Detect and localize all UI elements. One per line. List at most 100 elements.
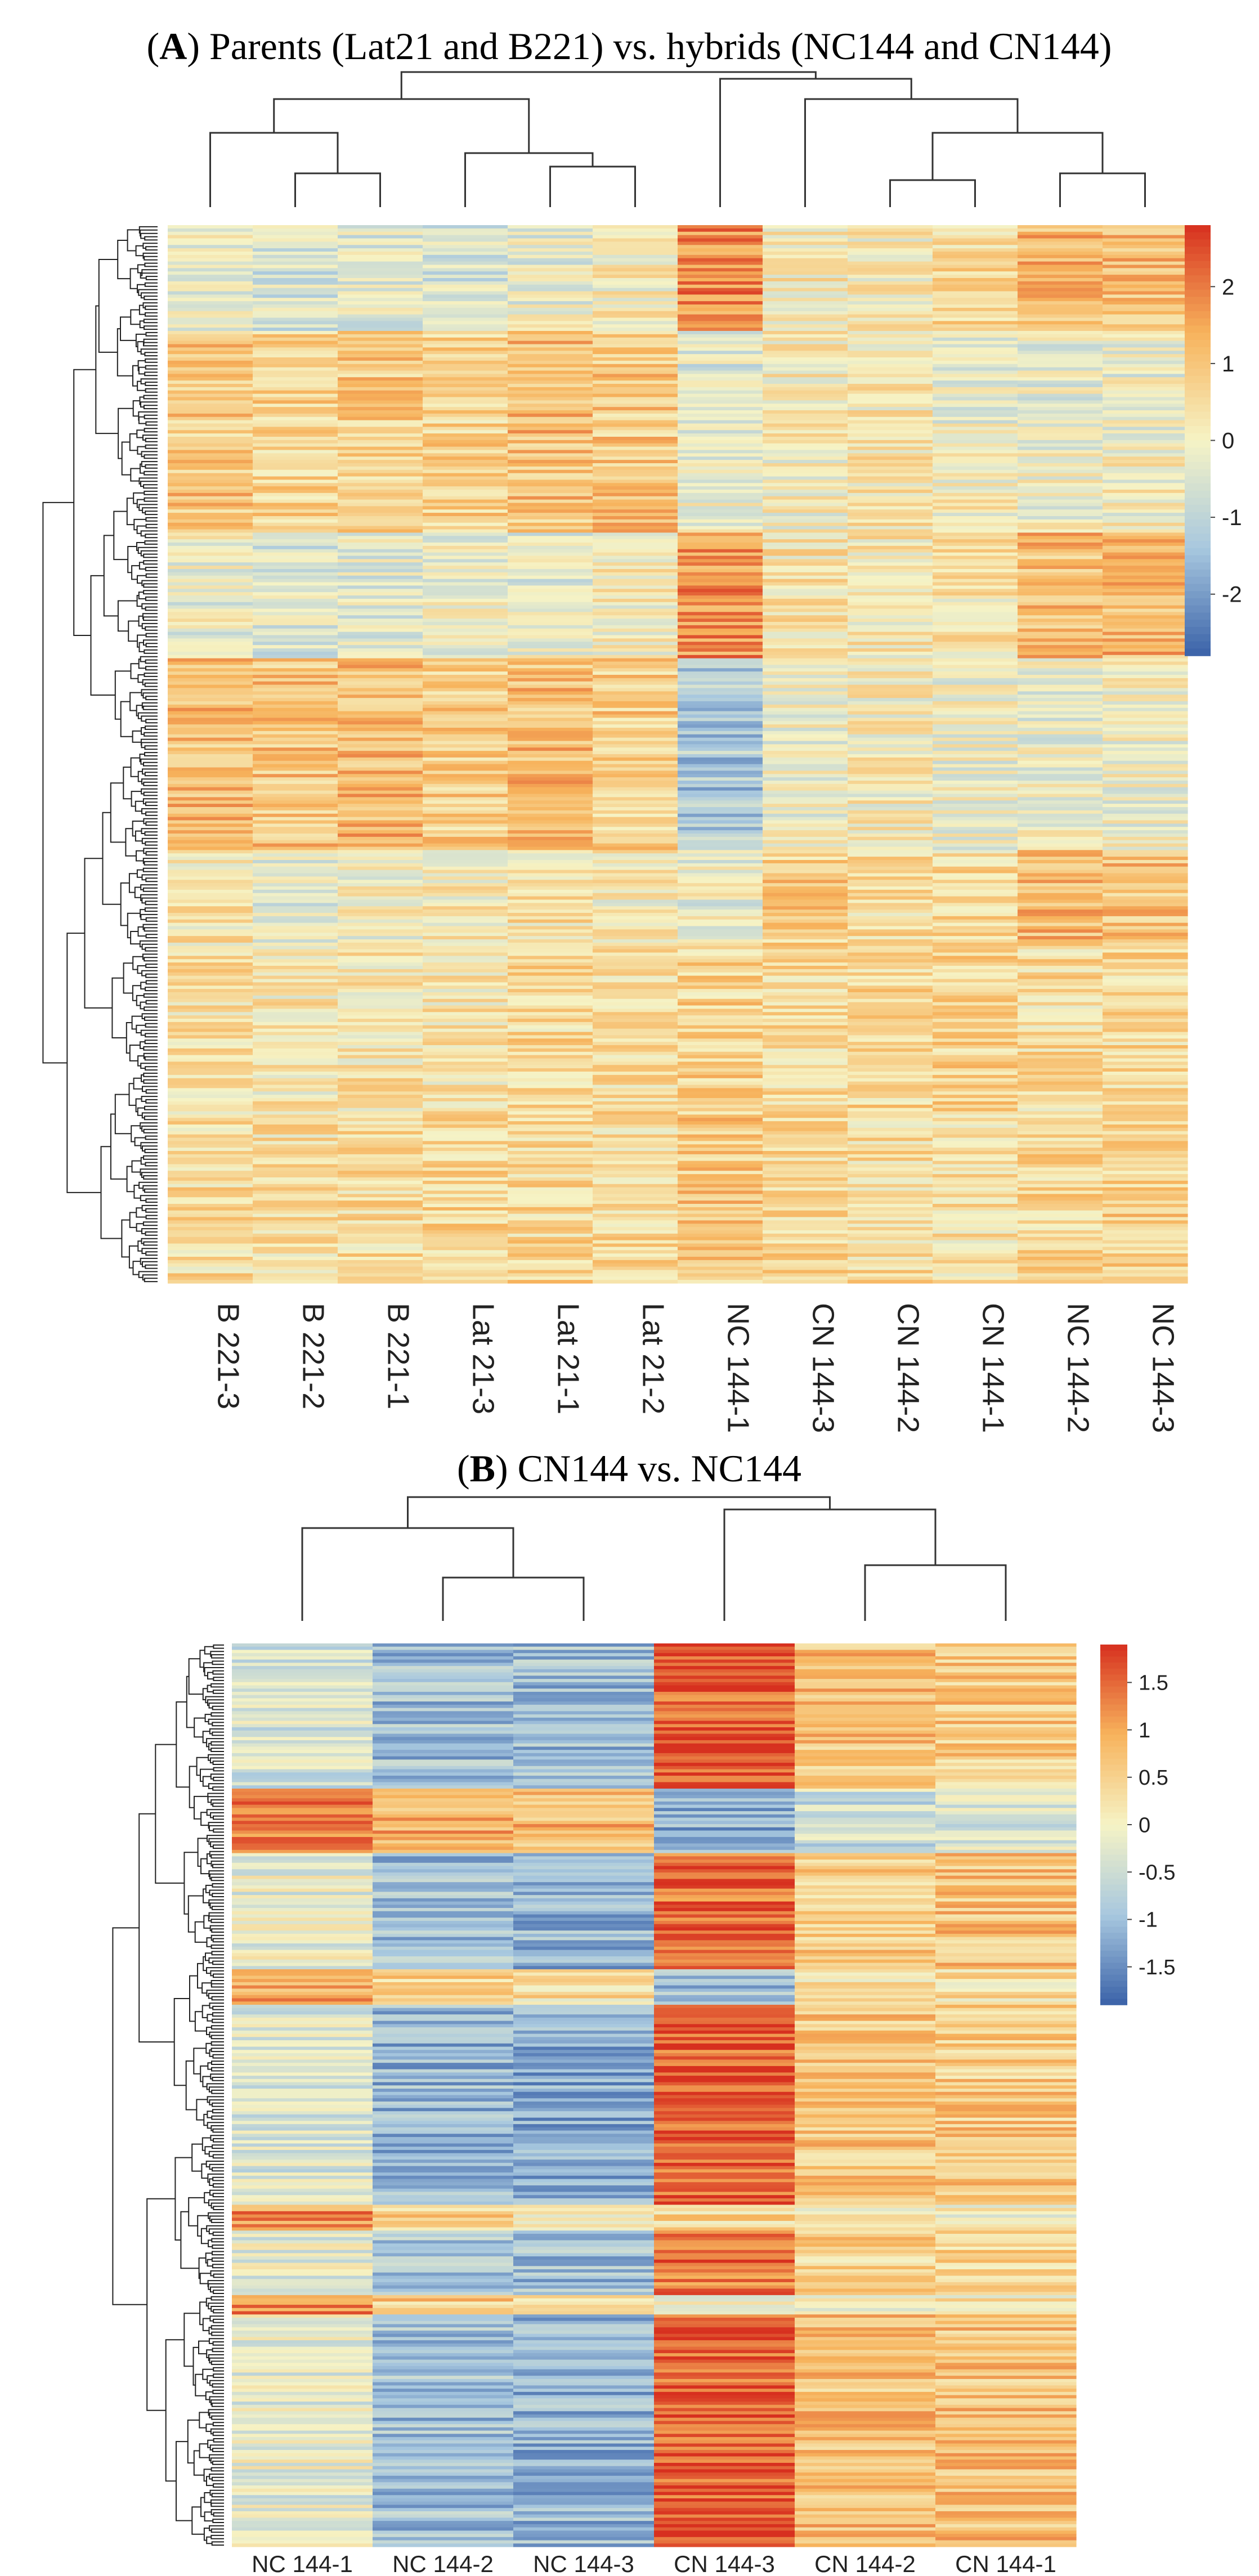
heatmap-cell — [933, 1217, 1018, 1221]
heatmap-cell — [508, 737, 593, 742]
heatmap-cell — [338, 483, 423, 487]
heatmap-cell — [423, 390, 508, 395]
heatmap-cell — [508, 423, 593, 427]
heatmap-cell — [678, 651, 763, 656]
heatmap-cell — [763, 437, 848, 441]
heatmap-cell — [593, 903, 678, 907]
heatmap-cell — [232, 2201, 373, 2205]
heatmap-cell — [423, 499, 508, 504]
heatmap-cell — [763, 1127, 848, 1132]
heatmap-cell — [593, 926, 678, 930]
heatmap-cell — [232, 2443, 373, 2447]
heatmap-cell — [508, 364, 593, 368]
heatmap-cell — [1103, 665, 1188, 669]
heatmap-cell — [508, 1009, 593, 1013]
heatmap-cell — [933, 506, 1018, 510]
heatmap-cell — [763, 420, 848, 424]
heatmap-cell — [338, 1217, 423, 1221]
heatmap-cell — [678, 1273, 763, 1277]
heatmap-cell — [168, 790, 253, 795]
heatmap-cell — [508, 1273, 593, 1277]
heatmap-cell — [508, 1240, 593, 1244]
heatmap-cell — [678, 777, 763, 781]
heatmap-cell — [168, 1174, 253, 1178]
heatmap-cell — [848, 691, 933, 695]
heatmap-cell — [232, 2385, 373, 2389]
heatmap-cell — [513, 2114, 655, 2118]
heatmap-cell — [232, 2488, 373, 2493]
heatmap-cell — [232, 2111, 373, 2115]
heatmap-cell — [678, 966, 763, 970]
heatmap-cell — [593, 1217, 678, 1221]
heatmap-cell — [933, 1042, 1018, 1046]
heatmap-cell — [678, 585, 763, 589]
heatmap-cell — [654, 1849, 795, 1854]
heatmap-cell — [1103, 883, 1188, 887]
dendrogram-branch — [442, 1576, 585, 1621]
heatmap-cell — [763, 1174, 848, 1178]
heatmap-cell — [338, 830, 423, 834]
heatmap-cell — [1018, 688, 1103, 692]
heatmap-cell — [513, 2024, 655, 2028]
heatmap-cell — [508, 1247, 593, 1251]
heatmap-cell — [654, 1943, 795, 1947]
heatmap-cell — [848, 440, 933, 444]
heatmap-cell — [373, 2175, 514, 2180]
heatmap-cell — [1018, 804, 1103, 808]
heatmap-cell — [168, 496, 253, 500]
heatmap-cell — [373, 2282, 514, 2286]
heatmap-cell — [338, 998, 423, 1003]
heatmap-cell — [508, 499, 593, 504]
heatmap-cell — [848, 804, 933, 808]
heatmap-cell — [253, 1051, 338, 1056]
heatmap-cell — [168, 707, 253, 712]
heatmap-cell — [848, 437, 933, 441]
heatmap-cell — [373, 2417, 514, 2422]
heatmap-cell — [253, 625, 338, 629]
heatmap-cell — [593, 1230, 678, 1234]
heatmap-cell — [508, 846, 593, 850]
heatmap-cell — [373, 1763, 514, 1767]
heatmap-cell — [232, 1872, 373, 1876]
heatmap-cell — [168, 370, 253, 374]
heatmap-cell — [508, 446, 593, 451]
heatmap-cell — [508, 734, 593, 738]
heatmap-cell — [678, 615, 763, 619]
heatmap-cell — [253, 1151, 338, 1155]
heatmap-cell — [232, 1740, 373, 1744]
heatmap-cell — [423, 992, 508, 996]
column-label: NC 144-2 — [1061, 1303, 1095, 1433]
heatmap-cell — [763, 252, 848, 256]
heatmap-cell — [1018, 430, 1103, 434]
heatmap-cell — [933, 595, 1018, 599]
heatmap-cell — [373, 2427, 514, 2431]
heatmap-cell — [678, 857, 763, 861]
heatmap-cell — [1103, 608, 1188, 612]
heatmap-cell — [513, 2314, 655, 2318]
heatmap-cell — [593, 790, 678, 795]
heatmap-cell — [593, 572, 678, 576]
heatmap-cell — [654, 2078, 795, 2083]
heatmap-cell — [593, 834, 678, 837]
heatmap-cell — [338, 1108, 423, 1112]
heatmap-cell — [1018, 1210, 1103, 1215]
heatmap-cell — [508, 341, 593, 345]
heatmap-cell — [654, 2185, 795, 2189]
heatmap-cell — [168, 456, 253, 460]
heatmap-cell — [373, 2305, 514, 2309]
heatmap-cell — [423, 450, 508, 454]
heatmap-cell — [933, 291, 1018, 295]
heatmap-cell — [593, 704, 678, 709]
heatmap-cell — [338, 374, 423, 378]
heatmap-cell — [338, 714, 423, 718]
heatmap-cell — [168, 390, 253, 395]
heatmap-cell — [423, 377, 508, 381]
heatmap-cell — [168, 724, 253, 728]
heatmap-cell — [423, 1184, 508, 1188]
heatmap-cell — [654, 1872, 795, 1876]
heatmap-cell — [338, 314, 423, 319]
heatmap-cell — [1103, 1233, 1188, 1238]
heatmap-cell — [338, 1137, 423, 1141]
heatmap-cell — [513, 2156, 655, 2160]
heatmap-cell — [253, 446, 338, 451]
